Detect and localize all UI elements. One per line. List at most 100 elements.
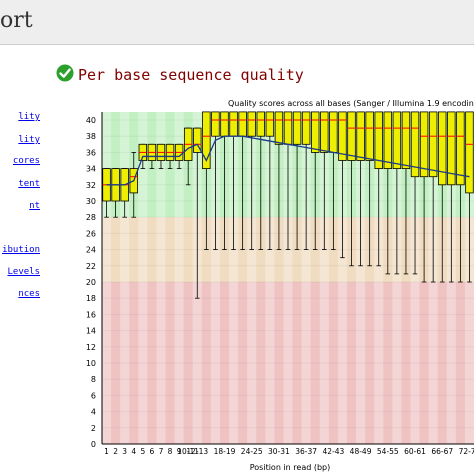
x-tick-label: 72-73: [459, 447, 474, 456]
column-stripe: [356, 112, 366, 444]
y-tick-label: 28: [86, 213, 96, 222]
sidebar-item-n-content[interactable]: nt: [29, 201, 40, 211]
y-tick-label: 4: [91, 408, 96, 417]
sidebar-item-length-distribution[interactable]: ibution: [2, 245, 40, 255]
box: [211, 111, 220, 137]
x-tick-label: 9: [177, 447, 182, 456]
box: [292, 111, 302, 145]
box: [428, 111, 438, 178]
x-tick-label: 12-13: [186, 447, 208, 456]
box: [193, 127, 202, 153]
box: [229, 111, 238, 137]
column-stripe: [374, 112, 384, 444]
box: [338, 111, 347, 161]
box: [456, 111, 465, 186]
y-tick-label: 18: [86, 294, 96, 303]
box: [438, 111, 447, 186]
box: [220, 111, 229, 137]
y-tick-label: 34: [86, 165, 96, 174]
report-header: ort: [0, 0, 474, 45]
x-tick-label: 10-11: [177, 447, 199, 456]
box: [202, 111, 211, 170]
x-tick-label: 54-55: [377, 447, 399, 456]
mean-line: [106, 135, 470, 186]
box: [465, 111, 474, 194]
box: [347, 111, 356, 161]
box: [320, 111, 329, 153]
box: [419, 111, 429, 178]
sidebar-item-per-sequence-scores[interactable]: cores: [12, 156, 40, 166]
y-tick-label: 22: [86, 262, 96, 271]
x-axis-label: Position in read (bp): [250, 463, 330, 472]
box: [311, 111, 320, 153]
column-stripe: [120, 112, 130, 444]
sidebar-item-base-content[interactable]: tent: [18, 179, 40, 189]
y-tick-label: 38: [86, 132, 96, 141]
chart-title: Quality scores across all bases (Sanger …: [228, 99, 474, 108]
report-title: ort: [0, 8, 33, 33]
y-tick-label: 30: [86, 197, 96, 206]
y-tick-label: 24: [86, 246, 96, 255]
column-stripe: [174, 112, 184, 444]
column-stripe: [138, 112, 148, 444]
box: [238, 111, 247, 137]
x-tick-label: 36-37: [295, 447, 317, 456]
box: [447, 111, 456, 186]
y-tick-label: 2: [91, 424, 96, 433]
column-stripe: [229, 112, 239, 444]
y-tick-label: 10: [86, 359, 96, 368]
column-stripe: [265, 112, 275, 444]
quality-zone-bad: [102, 282, 474, 444]
x-tick-label: 8: [168, 447, 173, 456]
sidebar-item-overrepresented-sequences[interactable]: nces: [18, 289, 40, 299]
y-tick-label: 6: [91, 391, 96, 400]
y-tick-label: 8: [91, 375, 96, 384]
box: [356, 111, 365, 161]
x-tick-label: 60-61: [404, 447, 426, 456]
column-stripe: [210, 112, 220, 444]
box: [383, 111, 393, 170]
column-stripe: [301, 112, 311, 444]
x-tick-label: 1: [104, 447, 109, 456]
column-stripe: [247, 112, 257, 444]
check-circle-icon: [56, 64, 74, 82]
module-sidebar: lity lity cores tent nt ibution Levels n…: [0, 100, 40, 320]
box: [374, 111, 383, 170]
x-tick-label: 6: [150, 447, 155, 456]
column-stripe: [410, 112, 420, 444]
y-tick-label: 14: [86, 327, 96, 336]
x-tick-label: 5: [140, 447, 145, 456]
column-stripe: [337, 112, 347, 444]
box: [274, 111, 284, 145]
y-tick-label: 16: [86, 310, 96, 319]
x-tick-label: 48-49: [350, 447, 372, 456]
box: [401, 111, 411, 170]
x-tick-label: 66-67: [431, 447, 453, 456]
box: [265, 111, 275, 137]
module-title: Per base sequence quality: [78, 66, 304, 84]
column-stripe: [392, 112, 402, 444]
x-tick-label: 7: [159, 447, 164, 456]
x-tick-label: 4: [131, 447, 136, 456]
column-stripe: [283, 112, 293, 444]
x-tick-label: 30-31: [268, 447, 290, 456]
x-tick-label: 24-25: [241, 447, 263, 456]
box: [283, 111, 293, 145]
sidebar-item-duplication-levels[interactable]: Levels: [7, 267, 40, 277]
x-tick-label: 2: [113, 447, 118, 456]
box: [247, 111, 256, 137]
y-tick-label: 12: [86, 343, 96, 352]
y-tick-label: 32: [86, 181, 96, 190]
column-stripe: [156, 112, 166, 444]
sidebar-item-per-base-quality[interactable]: lity: [18, 112, 40, 122]
box: [365, 111, 374, 161]
y-tick-label: 0: [91, 440, 96, 449]
column-stripe: [319, 112, 329, 444]
column-stripe: [102, 112, 112, 444]
y-tick-label: 40: [86, 116, 96, 125]
sidebar-item-per-tile-quality[interactable]: lity: [18, 135, 40, 145]
x-tick-label: 3: [122, 447, 127, 456]
box: [301, 111, 311, 145]
box: [329, 111, 338, 153]
box: [392, 111, 402, 170]
